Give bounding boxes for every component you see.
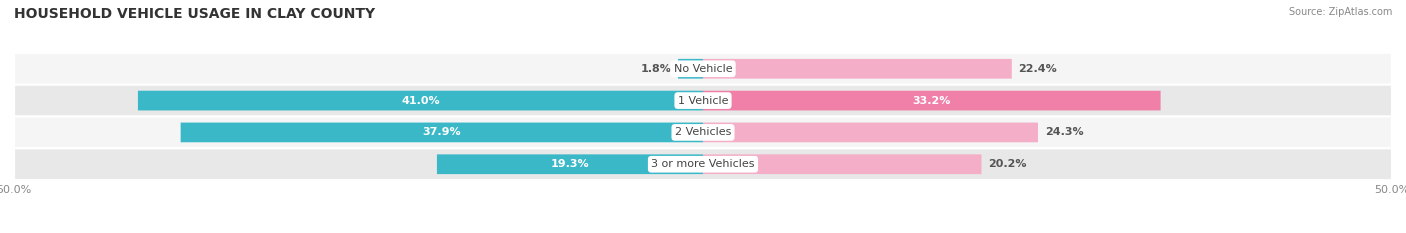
FancyBboxPatch shape xyxy=(703,154,981,174)
FancyBboxPatch shape xyxy=(14,148,1392,180)
FancyBboxPatch shape xyxy=(703,59,1012,79)
FancyBboxPatch shape xyxy=(14,116,1392,148)
Text: 1 Vehicle: 1 Vehicle xyxy=(678,96,728,106)
Text: 33.2%: 33.2% xyxy=(912,96,950,106)
Text: 3 or more Vehicles: 3 or more Vehicles xyxy=(651,159,755,169)
Text: 20.2%: 20.2% xyxy=(988,159,1026,169)
Text: 19.3%: 19.3% xyxy=(551,159,589,169)
FancyBboxPatch shape xyxy=(703,123,1038,142)
FancyBboxPatch shape xyxy=(437,154,703,174)
FancyBboxPatch shape xyxy=(703,91,1160,110)
FancyBboxPatch shape xyxy=(180,123,703,142)
FancyBboxPatch shape xyxy=(14,53,1392,85)
Text: 41.0%: 41.0% xyxy=(401,96,440,106)
FancyBboxPatch shape xyxy=(138,91,703,110)
Text: 2 Vehicles: 2 Vehicles xyxy=(675,127,731,137)
FancyBboxPatch shape xyxy=(14,85,1392,116)
Text: HOUSEHOLD VEHICLE USAGE IN CLAY COUNTY: HOUSEHOLD VEHICLE USAGE IN CLAY COUNTY xyxy=(14,7,375,21)
Text: 22.4%: 22.4% xyxy=(1018,64,1057,74)
Text: Source: ZipAtlas.com: Source: ZipAtlas.com xyxy=(1288,7,1392,17)
FancyBboxPatch shape xyxy=(678,59,703,79)
Text: 37.9%: 37.9% xyxy=(423,127,461,137)
Text: No Vehicle: No Vehicle xyxy=(673,64,733,74)
Text: 1.8%: 1.8% xyxy=(641,64,671,74)
Text: 24.3%: 24.3% xyxy=(1045,127,1084,137)
